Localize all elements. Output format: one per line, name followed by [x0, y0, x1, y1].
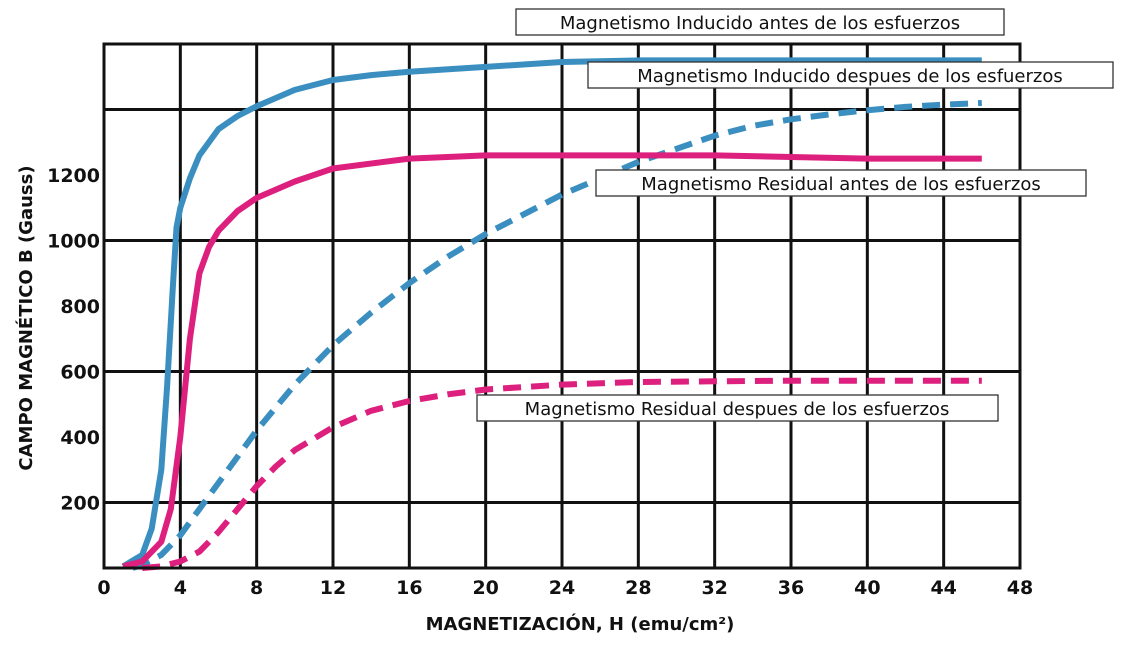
annotation-inducido-despues: Magnetismo Inducido despues de los esfue… — [587, 61, 1114, 89]
tick-labels: 0 4 8 12 16 20 24 28 32 36 40 44 4820040060080010001… — [47, 165, 1033, 599]
annotation-box — [515, 8, 1005, 36]
annotation-box — [476, 394, 999, 422]
annotation-residual-antes: Magnetismo Residual antes de los esfuerz… — [595, 169, 1087, 197]
x-tick-label: 0 — [97, 577, 110, 599]
x-tick-label: 32 — [701, 577, 727, 599]
x-tick-label: 44 — [930, 577, 956, 599]
x-tick-label: 28 — [625, 577, 651, 599]
x-tick-label: 40 — [854, 577, 880, 599]
plot-frame — [102, 42, 1022, 570]
y-tick-label: 1200 — [47, 165, 100, 187]
x-tick-label: 16 — [396, 577, 422, 599]
x-tick-label: 20 — [472, 577, 498, 599]
x-tick-label: 36 — [778, 577, 804, 599]
annotation-box — [595, 169, 1087, 197]
series-line-4 — [141, 377, 982, 571]
y-tick-label: 200 — [60, 493, 100, 515]
series-lines — [121, 57, 982, 571]
x-tick-label: 4 — [174, 577, 187, 599]
x-axis-title: MAGNETIZACIÓN, H (emu/cm²) — [426, 613, 735, 635]
series-line-3 — [122, 152, 982, 570]
annotation-residual-despues: Magnetismo Residual despues de los esfue… — [476, 394, 999, 422]
y-tick-label: 400 — [60, 427, 100, 449]
x-tick-label: 8 — [250, 577, 263, 599]
x-tick-label: 48 — [1007, 577, 1033, 599]
grid — [104, 44, 1020, 568]
series-line-2 — [131, 100, 982, 571]
y-tick-label: 600 — [60, 362, 100, 384]
annotation-label: Magnetismo Residual antes de los esfuerz… — [641, 174, 1040, 195]
annotation-label: Magnetismo Residual despues de los esfue… — [525, 399, 950, 420]
x-tick-label: 24 — [549, 577, 575, 599]
annotation-inducido-antes: Magnetismo Inducido antes de los esfuerz… — [515, 8, 1005, 36]
y-tick-label: 800 — [60, 296, 100, 318]
y-axis-title: CAMPO MAGNÉTICO B (Gauss) — [15, 165, 37, 470]
annotation-label: Magnetismo Inducido despues de los esfue… — [637, 66, 1063, 87]
x-tick-label: 12 — [320, 577, 346, 599]
annotation-box — [587, 61, 1114, 89]
annotation-label: Magnetismo Inducido antes de los esfuerz… — [560, 13, 960, 34]
y-tick-label: 1000 — [47, 231, 100, 253]
series-line-1 — [121, 57, 982, 569]
